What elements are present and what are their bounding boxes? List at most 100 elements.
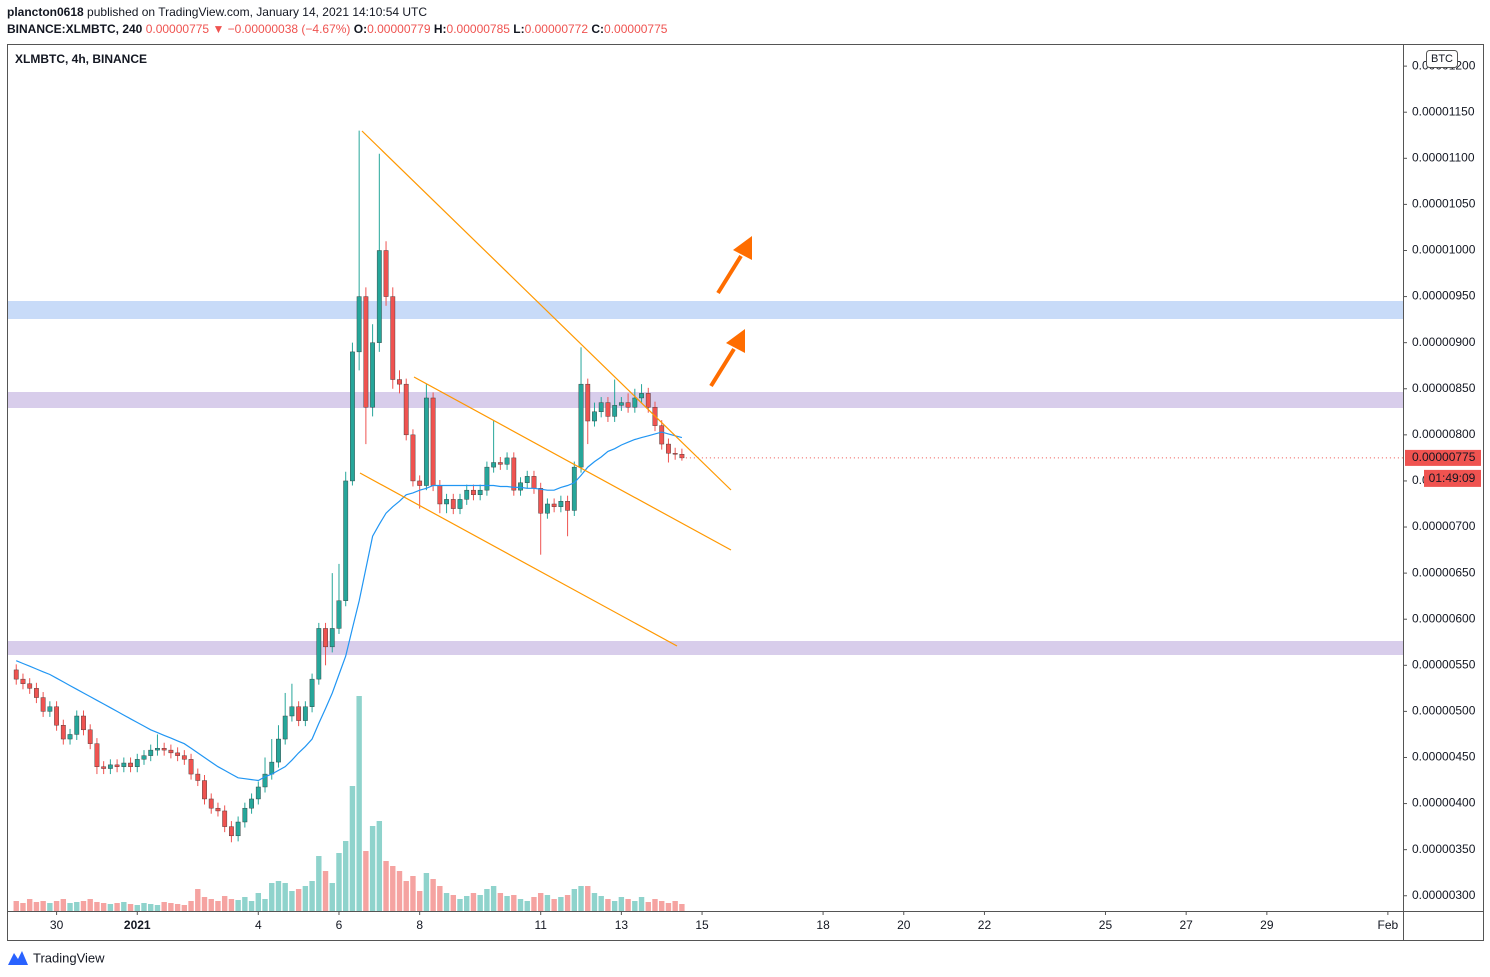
candle-body (370, 342, 375, 408)
header-line: BINANCE:XLMBTC, 240 0.00000775 ▼ −0.0000… (7, 22, 667, 36)
candle-body (296, 706, 302, 721)
candle-body (437, 485, 443, 505)
candle-body (336, 600, 342, 629)
candle-body (679, 454, 685, 459)
y-tick-label: 0.00001150 (1412, 104, 1475, 118)
volume-bar (269, 883, 275, 911)
zones (8, 301, 1403, 655)
candle-body (578, 383, 584, 468)
x-tick-label: 4 (255, 918, 262, 932)
volume-bar (94, 902, 100, 911)
x-tick-label: 25 (1099, 918, 1113, 932)
candle-body (74, 715, 80, 735)
candle-body (524, 476, 530, 483)
volume-bar (524, 901, 530, 911)
candle-body (457, 499, 463, 509)
footer-logo: TradingView (8, 950, 105, 965)
candle-body (618, 402, 624, 406)
volume-bar (605, 899, 611, 911)
volume-bar (571, 889, 578, 911)
volume-bar (403, 881, 409, 911)
candle-body (195, 773, 201, 781)
l-key: L: (513, 22, 525, 36)
volume-bar (659, 901, 665, 911)
candle-body (571, 466, 577, 511)
volume-bar (74, 902, 80, 911)
candle-body (551, 503, 557, 507)
y-tick-label: 0.00000800 (1412, 427, 1476, 441)
y-tick-label: 0.00000700 (1412, 519, 1476, 533)
candle-body (168, 749, 174, 754)
candle-body (511, 457, 517, 491)
candle-body (289, 706, 295, 717)
countdown: 01:49:09 (1429, 471, 1476, 485)
y-tick-label: 0.00000300 (1412, 888, 1476, 902)
candle-body (423, 397, 429, 486)
o-key: O: (353, 22, 368, 36)
volume-bar (26, 899, 33, 911)
y-tick-label: 0.00000850 (1412, 381, 1476, 395)
chart-frame (7, 44, 1484, 941)
volume-bar (248, 901, 255, 911)
candle-body (181, 755, 187, 760)
candle-body (67, 734, 73, 740)
y-tick-label: 0.00000550 (1412, 657, 1476, 671)
candle-body (161, 748, 167, 751)
candle-body (410, 434, 416, 482)
volume-bar (416, 891, 423, 911)
candle-body (215, 807, 221, 812)
candle-body (659, 425, 665, 445)
volume-bar (632, 901, 638, 911)
candle-body (27, 683, 33, 689)
volume-bar (316, 856, 322, 911)
volume-bar (585, 886, 591, 911)
candle-body (222, 810, 228, 827)
volume-bar (665, 903, 672, 911)
chart-title: XLMBTC, 4h, BINANCE (15, 52, 147, 66)
candle-body (545, 503, 550, 514)
volume-bar (437, 886, 443, 911)
candle-body (155, 748, 160, 751)
candle-body (202, 780, 207, 800)
volume-bar (114, 903, 120, 911)
candle-body (94, 743, 100, 767)
candle-body (242, 807, 248, 823)
y-tick-label: 0.00000650 (1412, 565, 1476, 579)
volume-bar (195, 889, 201, 911)
volume-bar (302, 886, 309, 911)
candle-body (471, 489, 476, 495)
candle-body (497, 462, 503, 465)
candle-body (531, 476, 537, 489)
candle-body (20, 678, 26, 684)
candle-body (639, 393, 644, 399)
volume-bar (477, 895, 483, 911)
x-tick-label: 6 (336, 918, 343, 932)
volume-bar (262, 899, 268, 911)
candle-body (276, 738, 281, 763)
x-tick-label: 18 (816, 918, 830, 932)
x-tick-label: 30 (50, 918, 64, 932)
volume-bar (564, 895, 571, 911)
candle-body (128, 762, 133, 767)
volume-bar (356, 696, 362, 911)
x-tick-label: 22 (978, 918, 992, 932)
x-tick-label: 20 (897, 918, 911, 932)
volume-bar (598, 896, 604, 911)
candle-body (249, 798, 254, 809)
candle-body (282, 715, 288, 740)
volume-bar (87, 899, 93, 911)
volume-bar (141, 903, 147, 911)
published: published on TradingView.com, January 14… (87, 5, 428, 19)
candle-body (208, 798, 214, 809)
volume-bar (618, 897, 625, 911)
y-tick-label: 0.00000500 (1412, 704, 1476, 718)
volume-bar (127, 904, 134, 911)
volume-bar (336, 853, 342, 911)
candle-body (54, 706, 59, 726)
candle-body (632, 397, 638, 408)
volume-bar (504, 896, 510, 911)
candle-body (343, 480, 349, 601)
candle-body (329, 628, 335, 648)
last-price-tag (1405, 449, 1481, 466)
change: ▼ −0.00000038 (−4.67%) (212, 22, 351, 36)
